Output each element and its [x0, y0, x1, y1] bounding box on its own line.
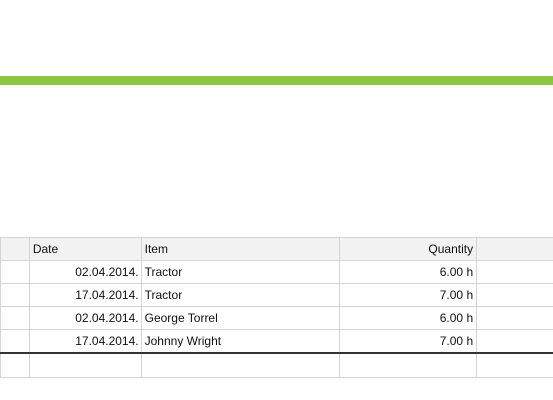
table-header-row: Date Item Quantity: [0, 237, 553, 261]
table-row[interactable]: 02.04.2014. George Torrel 6.00 h: [0, 306, 553, 330]
row-quantity: 7.00 h: [338, 283, 477, 307]
empty-cell: [140, 353, 340, 378]
accent-divider-bar: [0, 76, 553, 85]
table-row-empty: [0, 353, 553, 378]
empty-cell: [0, 353, 30, 378]
report-table: Date Item Quantity 02.04.2014. Tractor 6…: [0, 237, 553, 378]
row-cell-blank: [0, 283, 30, 307]
empty-cell: [338, 353, 477, 378]
table-row[interactable]: 02.04.2014. Tractor 6.00 h: [0, 260, 553, 284]
header-cell-extra: [476, 237, 553, 261]
row-cell-blank: [0, 260, 30, 284]
row-item: Tractor: [140, 260, 340, 284]
row-quantity: 6.00 h: [338, 306, 477, 330]
header-item[interactable]: Item: [140, 237, 340, 261]
row-item: Johnny Wright: [140, 329, 340, 354]
header-cell-blank: [0, 237, 30, 261]
row-date: 02.04.2014.: [28, 306, 142, 330]
header-date[interactable]: Date: [28, 237, 142, 261]
row-item: George Torrel: [140, 306, 340, 330]
row-date: 17.04.2014.: [28, 329, 142, 354]
row-date: 17.04.2014.: [28, 283, 142, 307]
empty-cell: [476, 353, 553, 378]
row-date: 02.04.2014.: [28, 260, 142, 284]
row-item: Tractor: [140, 283, 340, 307]
row-cell-extra: [476, 306, 553, 330]
row-cell-extra: [476, 329, 553, 354]
row-cell-extra: [476, 260, 553, 284]
row-cell-extra: [476, 283, 553, 307]
header-quantity[interactable]: Quantity: [338, 237, 477, 261]
row-cell-blank: [0, 306, 30, 330]
table-row[interactable]: 17.04.2014. Johnny Wright 7.00 h: [0, 329, 553, 354]
row-quantity: 6.00 h: [338, 260, 477, 284]
report-table-container: Date Item Quantity 02.04.2014. Tractor 6…: [0, 237, 553, 387]
row-quantity: 7.00 h: [338, 329, 477, 354]
table-row[interactable]: 17.04.2014. Tractor 7.00 h: [0, 283, 553, 307]
empty-cell: [28, 353, 142, 378]
row-cell-blank: [0, 329, 30, 354]
